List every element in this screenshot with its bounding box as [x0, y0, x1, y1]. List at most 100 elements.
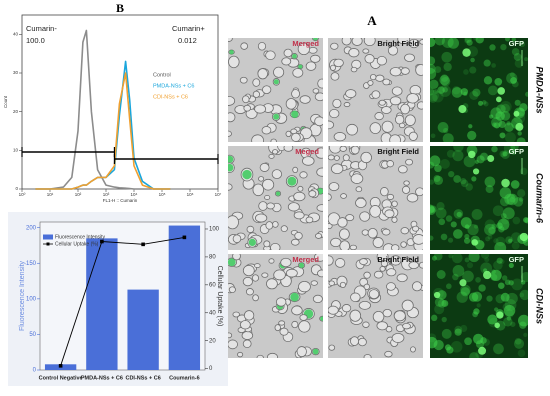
- cell: [301, 156, 315, 166]
- cell: [405, 158, 414, 166]
- legend-entry: Fluorescence Intensity: [55, 234, 106, 240]
- cell: [268, 258, 275, 264]
- fluorescent-cell: [492, 122, 497, 127]
- fluorescent-cell: [430, 206, 436, 216]
- fluorescent-cell: [496, 257, 503, 264]
- cell: [228, 38, 233, 42]
- cell: [403, 180, 410, 186]
- fluorescent-cell: [463, 237, 471, 244]
- row-label: CDI-NSs: [535, 288, 545, 324]
- fluorescent-cell: [498, 226, 505, 233]
- fluorescent-cell: [453, 229, 463, 239]
- cell: [374, 112, 384, 121]
- line-marker: [141, 242, 145, 247]
- bar: [127, 289, 159, 370]
- fluorescent-cell: [452, 254, 463, 264]
- image-bg: [430, 38, 528, 142]
- cell: [228, 112, 236, 123]
- fluorescent-cell: [437, 122, 449, 133]
- image-content: [228, 254, 323, 358]
- fluorescent-cell: [495, 236, 506, 247]
- fluorescent-cell: [452, 273, 459, 281]
- cell: [328, 255, 334, 266]
- fluorescent-cell: [480, 254, 490, 259]
- y-axis-label: Fluorescence Intensity: [19, 260, 26, 331]
- cell: [381, 106, 392, 114]
- fluorescent-cell: [444, 344, 452, 351]
- fluorescent-cell: [510, 146, 519, 151]
- fluorescent-cell: [504, 122, 514, 132]
- cell: [316, 167, 323, 177]
- fluorescent-cell: [495, 294, 505, 304]
- cell: [278, 320, 286, 326]
- fluorescent-cell: [490, 273, 498, 281]
- cell: [362, 48, 370, 54]
- cell: [271, 169, 283, 180]
- fluorescent-cell: [478, 284, 486, 292]
- cell: [400, 241, 407, 248]
- cell: [355, 197, 367, 209]
- fluorescent-cell: [494, 77, 503, 86]
- cell: [361, 229, 369, 236]
- cell: [272, 149, 279, 155]
- cell: [400, 67, 410, 75]
- y2-axis-label: Cellular Uptake (%): [216, 266, 223, 327]
- legend-entry: Cellular Uptake (%): [55, 241, 99, 247]
- gate-percent: 100.0: [26, 36, 45, 45]
- cell: [270, 242, 281, 250]
- cell: [293, 191, 306, 202]
- fluorescent-cell: [466, 39, 473, 46]
- green-cell: [287, 176, 297, 186]
- cell: [385, 326, 393, 333]
- green-cell: [298, 262, 305, 268]
- fluorescent-cell: [430, 179, 435, 185]
- y-tick-label: 100: [26, 296, 37, 302]
- cell: [299, 314, 308, 321]
- row-label: Coumarin-6: [535, 173, 545, 224]
- bright-spot: [468, 150, 476, 159]
- fluorescent-cell: [514, 337, 522, 345]
- cell: [350, 146, 360, 155]
- cell: [264, 194, 271, 200]
- fluorescent-cell: [517, 314, 528, 327]
- fluorescent-cell: [516, 137, 526, 142]
- fluorescent-cell: [441, 51, 453, 63]
- fluorescent-cell: [500, 213, 507, 219]
- fluorescent-cell: [450, 221, 457, 228]
- cell: [333, 132, 347, 142]
- fluorescent-cell: [464, 233, 470, 240]
- fluorescent-cell: [434, 38, 445, 46]
- fluorescent-cell: [513, 197, 524, 207]
- fluorescent-cell: [481, 100, 487, 105]
- fluorescent-cell: [460, 324, 468, 332]
- fluorescent-cell: [430, 56, 436, 66]
- fluorescent-cell: [471, 291, 483, 302]
- cell: [350, 336, 360, 346]
- image-label: Bright Field: [377, 255, 419, 264]
- cell: [378, 99, 386, 106]
- cell: [228, 130, 232, 137]
- bar: [168, 225, 201, 370]
- cell: [391, 86, 403, 96]
- fluorescent-cell: [460, 287, 470, 297]
- cell: [406, 93, 419, 104]
- fluorescent-cell: [446, 283, 452, 290]
- cell: [330, 237, 342, 248]
- microscopy-image: Merged: [228, 254, 323, 358]
- cell: [418, 261, 423, 269]
- fluorescent-cell: [511, 47, 520, 56]
- fluorescent-cell: [442, 87, 448, 93]
- line-marker: [100, 239, 104, 244]
- cell: [401, 299, 414, 312]
- fluorescent-cell: [487, 85, 498, 96]
- fluorescent-cell: [523, 217, 528, 223]
- cell: [328, 280, 335, 286]
- fluorescent-cell: [499, 259, 505, 264]
- cell: [360, 151, 372, 164]
- cell: [274, 324, 281, 332]
- cell: [386, 282, 396, 291]
- cell: [252, 183, 264, 197]
- cell: [396, 273, 408, 283]
- cell: [232, 234, 242, 244]
- cell: [310, 54, 321, 63]
